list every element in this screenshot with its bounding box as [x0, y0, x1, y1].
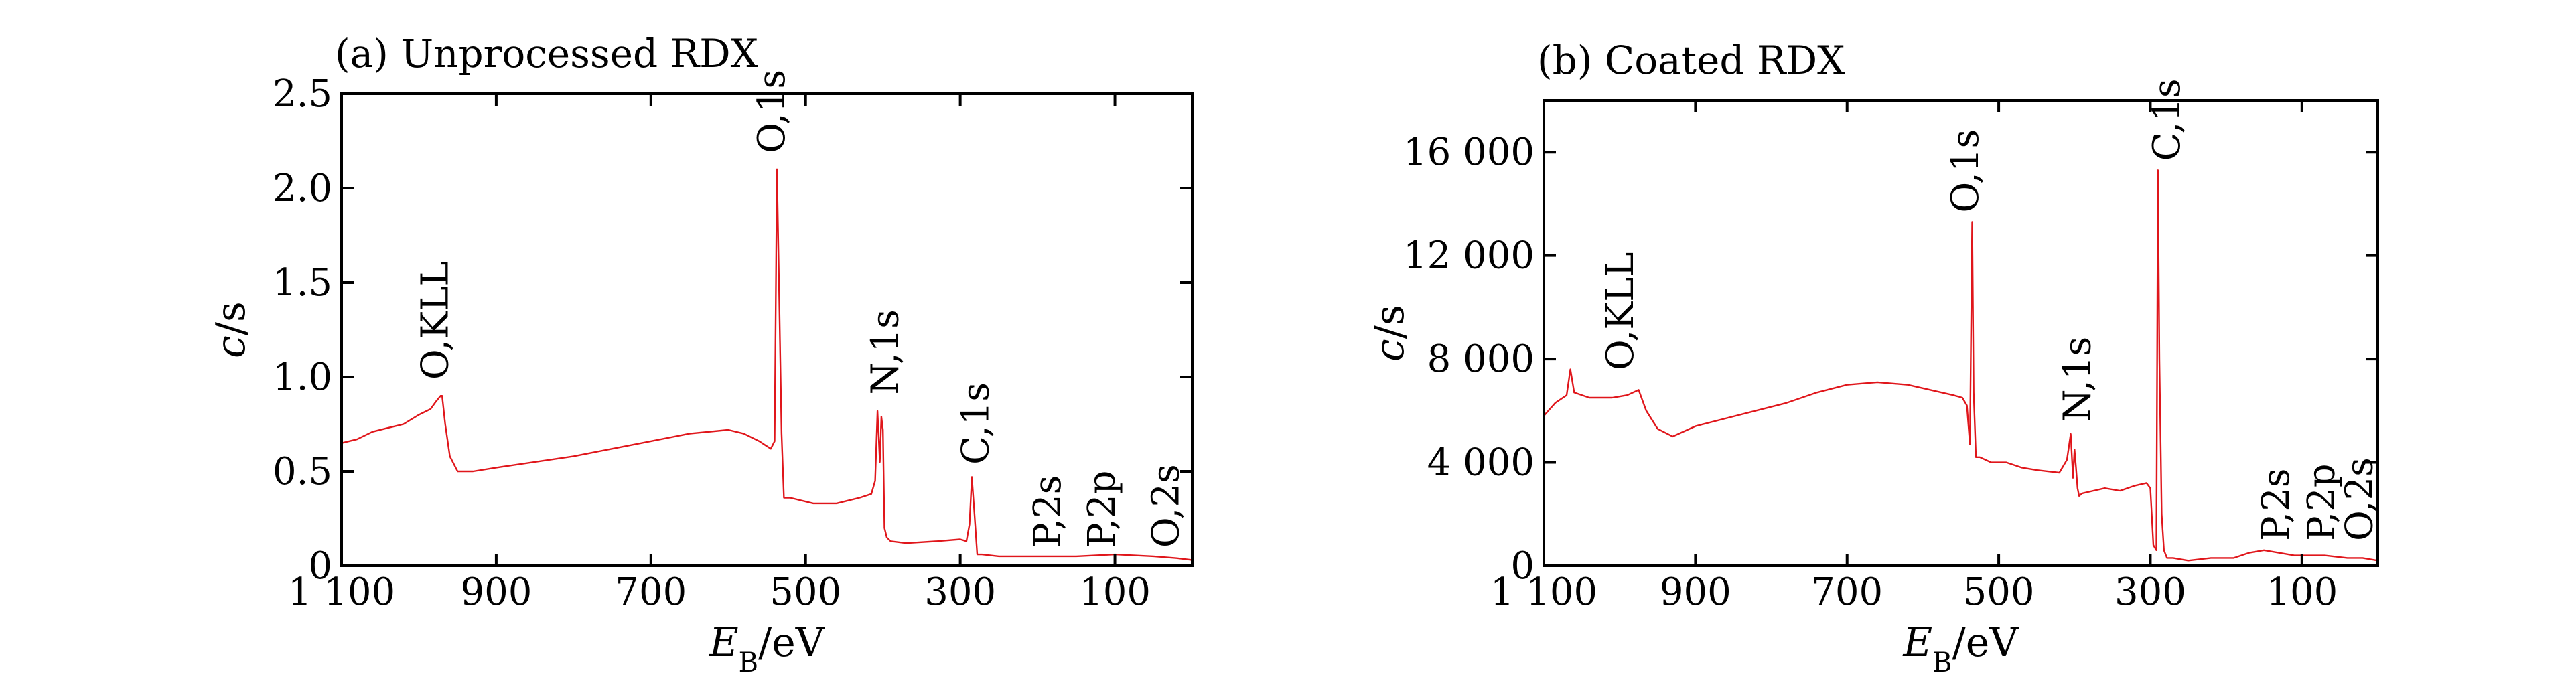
panel-b-y-tick-label: 8 000	[1427, 337, 1534, 381]
panel-a-x-tick-label: 700	[615, 570, 687, 614]
panel-a-title: (a) Unprocessed RDX	[335, 31, 759, 76]
panel-a-x-axis-unit: /eV	[758, 619, 826, 666]
panel-b-peak-label: O,KLL	[1599, 252, 1642, 370]
panel-a-y-tick-label: 0	[308, 544, 332, 588]
panel-b-y-axis-unit: /s	[1366, 305, 1413, 339]
panel-b-x-tick-label: 1 100	[1490, 570, 1597, 614]
panel-b-y-tick-label: 16 000	[1403, 131, 1534, 174]
panel-b-peak-label: N,1s	[2056, 337, 2100, 422]
panel-a-peak-label: P,2s	[1026, 475, 1070, 548]
panel-b-plot-frame	[1543, 99, 2379, 567]
panel-b-x-tick-label: 300	[2115, 570, 2186, 614]
panel-b-title: (b) Coated RDX	[1537, 37, 1845, 83]
panel-b-peak-label: P,2p	[2300, 463, 2344, 541]
panel-b-y-axis-symbol: c	[1366, 339, 1413, 362]
panel-b-y-axis-title: c/s	[1366, 305, 1413, 362]
panel-a-x-axis-subscript: B	[739, 647, 758, 678]
panel-b-x-tick-label: 500	[1963, 570, 2035, 614]
panel-b-y-tick-label: 0	[1510, 544, 1534, 588]
panel-b-x-axis-subscript: B	[1932, 647, 1952, 678]
panel-b-y-tick-label: 4 000	[1427, 441, 1534, 485]
panel-b-x-axis-symbol: E	[1902, 619, 1932, 666]
panel-a-spectrum-line	[341, 168, 1193, 561]
panel-a-x-tick-label: 1 100	[288, 570, 395, 614]
panel-b-x-tick-label: 900	[1660, 570, 1731, 614]
panel-b-x-axis-unit: /eV	[1952, 619, 2020, 666]
panel-b: 1 100 900 700 500 300 100 0 4 000 8 000 12 000 16 …	[1366, 37, 2382, 678]
panel-a-x-tick-label: 300	[924, 570, 996, 614]
panel-a-peak-label: N,1s	[863, 309, 907, 395]
panel-a-y-axis-title: c/s	[208, 301, 255, 358]
panel-b-peak-label: C,1s	[2145, 78, 2189, 161]
panel-b-peak-label: O,2s	[2338, 457, 2382, 541]
panel-a-x-tick-label: 500	[770, 570, 841, 614]
panel-a-y-tick-label: 2.0	[273, 167, 332, 210]
panel-b-peak-label: O,1s	[1944, 129, 1987, 213]
panel-a-peak-label: P,2p	[1080, 470, 1124, 548]
panel-b-x-tick-label: 100	[2266, 570, 2338, 614]
panel-a: 1 100 900 700 500 300 100 0 0.5 1.0 1.5 2.0 2.5(a) …	[208, 31, 1194, 678]
panel-a-x-tick-label: 900	[460, 570, 532, 614]
panel-a-y-tick-label: 1.5	[273, 261, 332, 305]
panel-a-peak-label: O,KLL	[414, 261, 457, 380]
panel-b-x-axis-title: EB/eV	[1902, 619, 2019, 678]
panel-b-y-tick-label: 12 000	[1403, 234, 1534, 278]
panel-a-plot-frame	[340, 92, 1194, 567]
panel-a-y-tick-label: 2.5	[273, 72, 332, 116]
panel-a-y-axis-unit: /s	[208, 301, 255, 335]
panel-a-x-tick-label: 100	[1079, 570, 1151, 614]
panel-a-x-axis-title: EB/eV	[709, 619, 826, 678]
panel-b-spectrum-line	[1543, 169, 2378, 562]
panel-b-peak-label: P,2s	[2255, 468, 2298, 541]
panel-a-y-tick-label: 1.0	[273, 356, 332, 399]
panel-a-peak-label: C,1s	[954, 382, 998, 465]
panel-a-peak-label: O,2s	[1145, 464, 1188, 548]
panel-a-y-axis-symbol: c	[208, 335, 255, 358]
panel-a-peak-label: O,1s	[750, 70, 794, 153]
panel-b-x-tick-label: 700	[1811, 570, 1883, 614]
panel-a-x-axis-symbol: E	[709, 619, 739, 666]
panel-a-y-tick-label: 0.5	[273, 450, 332, 493]
